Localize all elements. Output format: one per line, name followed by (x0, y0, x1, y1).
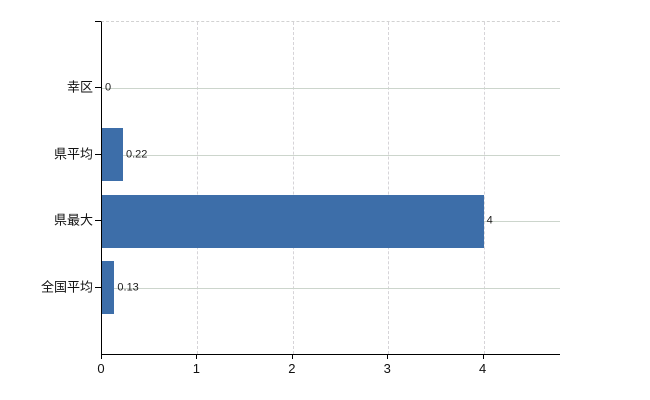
bar (102, 194, 484, 248)
bar-value-label: 0.22 (125, 148, 148, 161)
x-axis-tick (196, 354, 198, 359)
y-axis-label: 幸区 (66, 79, 93, 95)
h-gridline (102, 287, 560, 289)
bar-value-label: 0.13 (117, 281, 139, 294)
y-axis-label: 県最大 (53, 212, 93, 228)
x-axis-label: 3 (383, 361, 391, 376)
x-axis-label: 4 (479, 361, 487, 376)
x-axis-label: 2 (288, 361, 296, 376)
x-axis-label: 1 (192, 361, 201, 376)
y-axis-label: 県平均 (53, 146, 93, 162)
plot-area: 0 0.22 4 0.13 (101, 21, 560, 355)
x-axis-tick (387, 354, 389, 359)
y-axis-tick (95, 87, 101, 89)
y-axis-tick (95, 153, 101, 155)
y-axis-label: 全国平均 (40, 279, 93, 295)
bar-value-label: 4 (486, 214, 493, 227)
v-gridline (483, 22, 485, 354)
bar-value-label: 0 (105, 81, 112, 94)
h-gridline (102, 88, 560, 90)
bar (102, 128, 123, 182)
y-axis-tick (95, 286, 101, 288)
v-gridline (197, 22, 199, 354)
y-axis-end-tick (95, 21, 101, 22)
x-axis-label: 0 (97, 361, 105, 376)
v-gridline (292, 22, 294, 354)
x-axis-tick (291, 354, 293, 359)
x-axis-tick (101, 354, 102, 359)
y-axis-tick (95, 220, 101, 222)
v-gridline (388, 22, 390, 354)
h-gridline (102, 154, 560, 156)
x-axis-tick (482, 354, 484, 359)
bar (102, 261, 115, 315)
